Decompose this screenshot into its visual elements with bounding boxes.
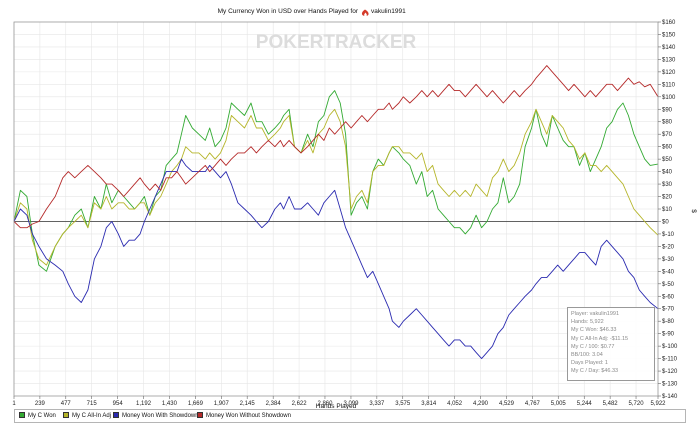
y-tick-label: $60 <box>662 145 673 151</box>
series-line-3 <box>13 65 659 229</box>
stats-tooltip: Player: vakulin1991 Hands: 5,922 My C Wo… <box>567 307 655 381</box>
x-tick-label: 4,290 <box>473 401 489 407</box>
y-tick-label: $-60 <box>662 294 675 300</box>
x-tick-label: 3,099 <box>343 401 359 407</box>
y-tick-label: $-140 <box>662 394 678 400</box>
y-tick-label: $-40 <box>662 269 675 275</box>
x-tick-label: 1,907 <box>214 401 230 407</box>
x-tick-label: 5,005 <box>551 401 567 407</box>
y-tick-label: $-100 <box>662 344 678 350</box>
y-tick-label: $70 <box>662 132 673 138</box>
x-tick-label: 3,575 <box>395 401 411 407</box>
y-tick-label: $-50 <box>662 282 675 288</box>
y-tick-label: $130 <box>662 57 676 63</box>
stat-days-played: Days Played: 1 <box>571 360 608 367</box>
y-tick-label: $50 <box>662 157 673 163</box>
grid <box>13 21 659 397</box>
y-tick-label: $0 <box>662 219 669 225</box>
y-tick-label: $-10 <box>662 232 675 238</box>
player-flame-icon <box>361 9 369 16</box>
y-tick-label: $20 <box>662 195 673 201</box>
watermark: POKERTRACKER <box>256 32 417 53</box>
x-tick-label: 2,145 <box>240 401 256 407</box>
y-tick-label: $160 <box>662 20 676 26</box>
legend-swatch <box>113 412 119 418</box>
x-tick-label: 5,244 <box>577 401 593 407</box>
y-tick-label: $10 <box>662 207 673 213</box>
x-tick-label: 477 <box>61 401 72 407</box>
series-group <box>13 65 659 360</box>
x-tick-label: 1,669 <box>188 401 204 407</box>
x-tick-label: 5,922 <box>650 401 666 407</box>
legend-item-my-c-won: My C Won <box>19 412 56 419</box>
legend: My C Won My C All-In Adj Money Won With … <box>14 409 686 423</box>
x-tick-label: 3,337 <box>369 401 385 407</box>
y-tick-label: $-80 <box>662 319 675 325</box>
x-tick-label: 1,430 <box>162 401 178 407</box>
x-tick-label: 1,192 <box>136 401 152 407</box>
y-axis-label: $ <box>690 209 697 213</box>
y-tick-label: $90 <box>662 107 673 113</box>
x-tick-label: 2,860 <box>317 401 333 407</box>
stat-hands: Hands: 5,922 <box>571 319 604 326</box>
x-tick-label: 715 <box>87 401 98 407</box>
y-tick-label: $-110 <box>662 357 678 363</box>
y-axis-ticks: $160 $150 $140 $130 $120 $110 $100 $90 $80 $70 $60… <box>658 20 678 400</box>
legend-item-money-won-without-showdown: Money Won Without Showdown <box>197 412 291 419</box>
x-tick-label: 4,529 <box>499 401 515 407</box>
x-tick-label: 954 <box>113 401 124 407</box>
y-tick-label: $-30 <box>662 257 675 263</box>
legend-swatch <box>63 412 69 418</box>
y-tick-label: $100 <box>662 95 676 101</box>
y-tick-label: $-20 <box>662 244 675 250</box>
stat-my-c-won: My C Won: $46.33 <box>571 327 617 334</box>
y-tick-label: $110 <box>662 82 676 88</box>
stat-per-day: My C / Day: $46.33 <box>571 368 619 375</box>
stat-per-100: My C / 100: $0.77 <box>571 343 615 350</box>
x-tick-label: 3,814 <box>421 401 437 407</box>
legend-swatch <box>197 412 203 418</box>
y-tick-label: $80 <box>662 120 673 126</box>
stat-bb-100: BB/100: 3.04 <box>571 352 603 359</box>
x-tick-label: 239 <box>35 401 46 407</box>
series-line-1 <box>13 108 659 266</box>
legend-swatch <box>19 412 25 418</box>
y-tick-label: $-120 <box>662 369 678 375</box>
y-tick-label: $-70 <box>662 307 675 313</box>
stat-player: Player: vakulin1991 <box>571 311 620 317</box>
y-tick-label: $150 <box>662 32 676 38</box>
x-tick-label: 1 <box>12 401 16 407</box>
y-tick-label: $140 <box>662 45 676 51</box>
legend-item-money-won-with-showdown: Money Won With Showdown <box>113 412 199 419</box>
x-axis-ticks: 1 239 477 715 954 1,192 1,430 1,669 1,907 2,145 2,… <box>12 396 666 407</box>
x-tick-label: 2,622 <box>292 401 308 407</box>
y-tick-label: $30 <box>662 182 673 188</box>
y-tick-label: $-130 <box>662 382 678 388</box>
x-tick-label: 5,720 <box>629 401 645 407</box>
x-tick-label: 5,482 <box>603 401 619 407</box>
chart-title: My Currency Won in USD over Hands Played… <box>218 8 359 15</box>
chart-title-player: vakulin1991 <box>371 8 406 15</box>
x-tick-label: 4,052 <box>447 401 463 407</box>
y-tick-label: $-90 <box>662 332 675 338</box>
x-tick-label: 4,767 <box>525 401 541 407</box>
x-axis-label: Hands Played <box>316 403 357 410</box>
y-tick-label: $40 <box>662 170 673 176</box>
y-tick-label: $120 <box>662 70 676 76</box>
stat-all-in-adj: My C All-In Adj: -$11.15 <box>571 335 629 342</box>
legend-item-my-c-all-in-adj: My C All-In Adj <box>63 412 111 419</box>
series-line-2 <box>13 158 659 360</box>
x-tick-label: 2,384 <box>266 401 282 407</box>
